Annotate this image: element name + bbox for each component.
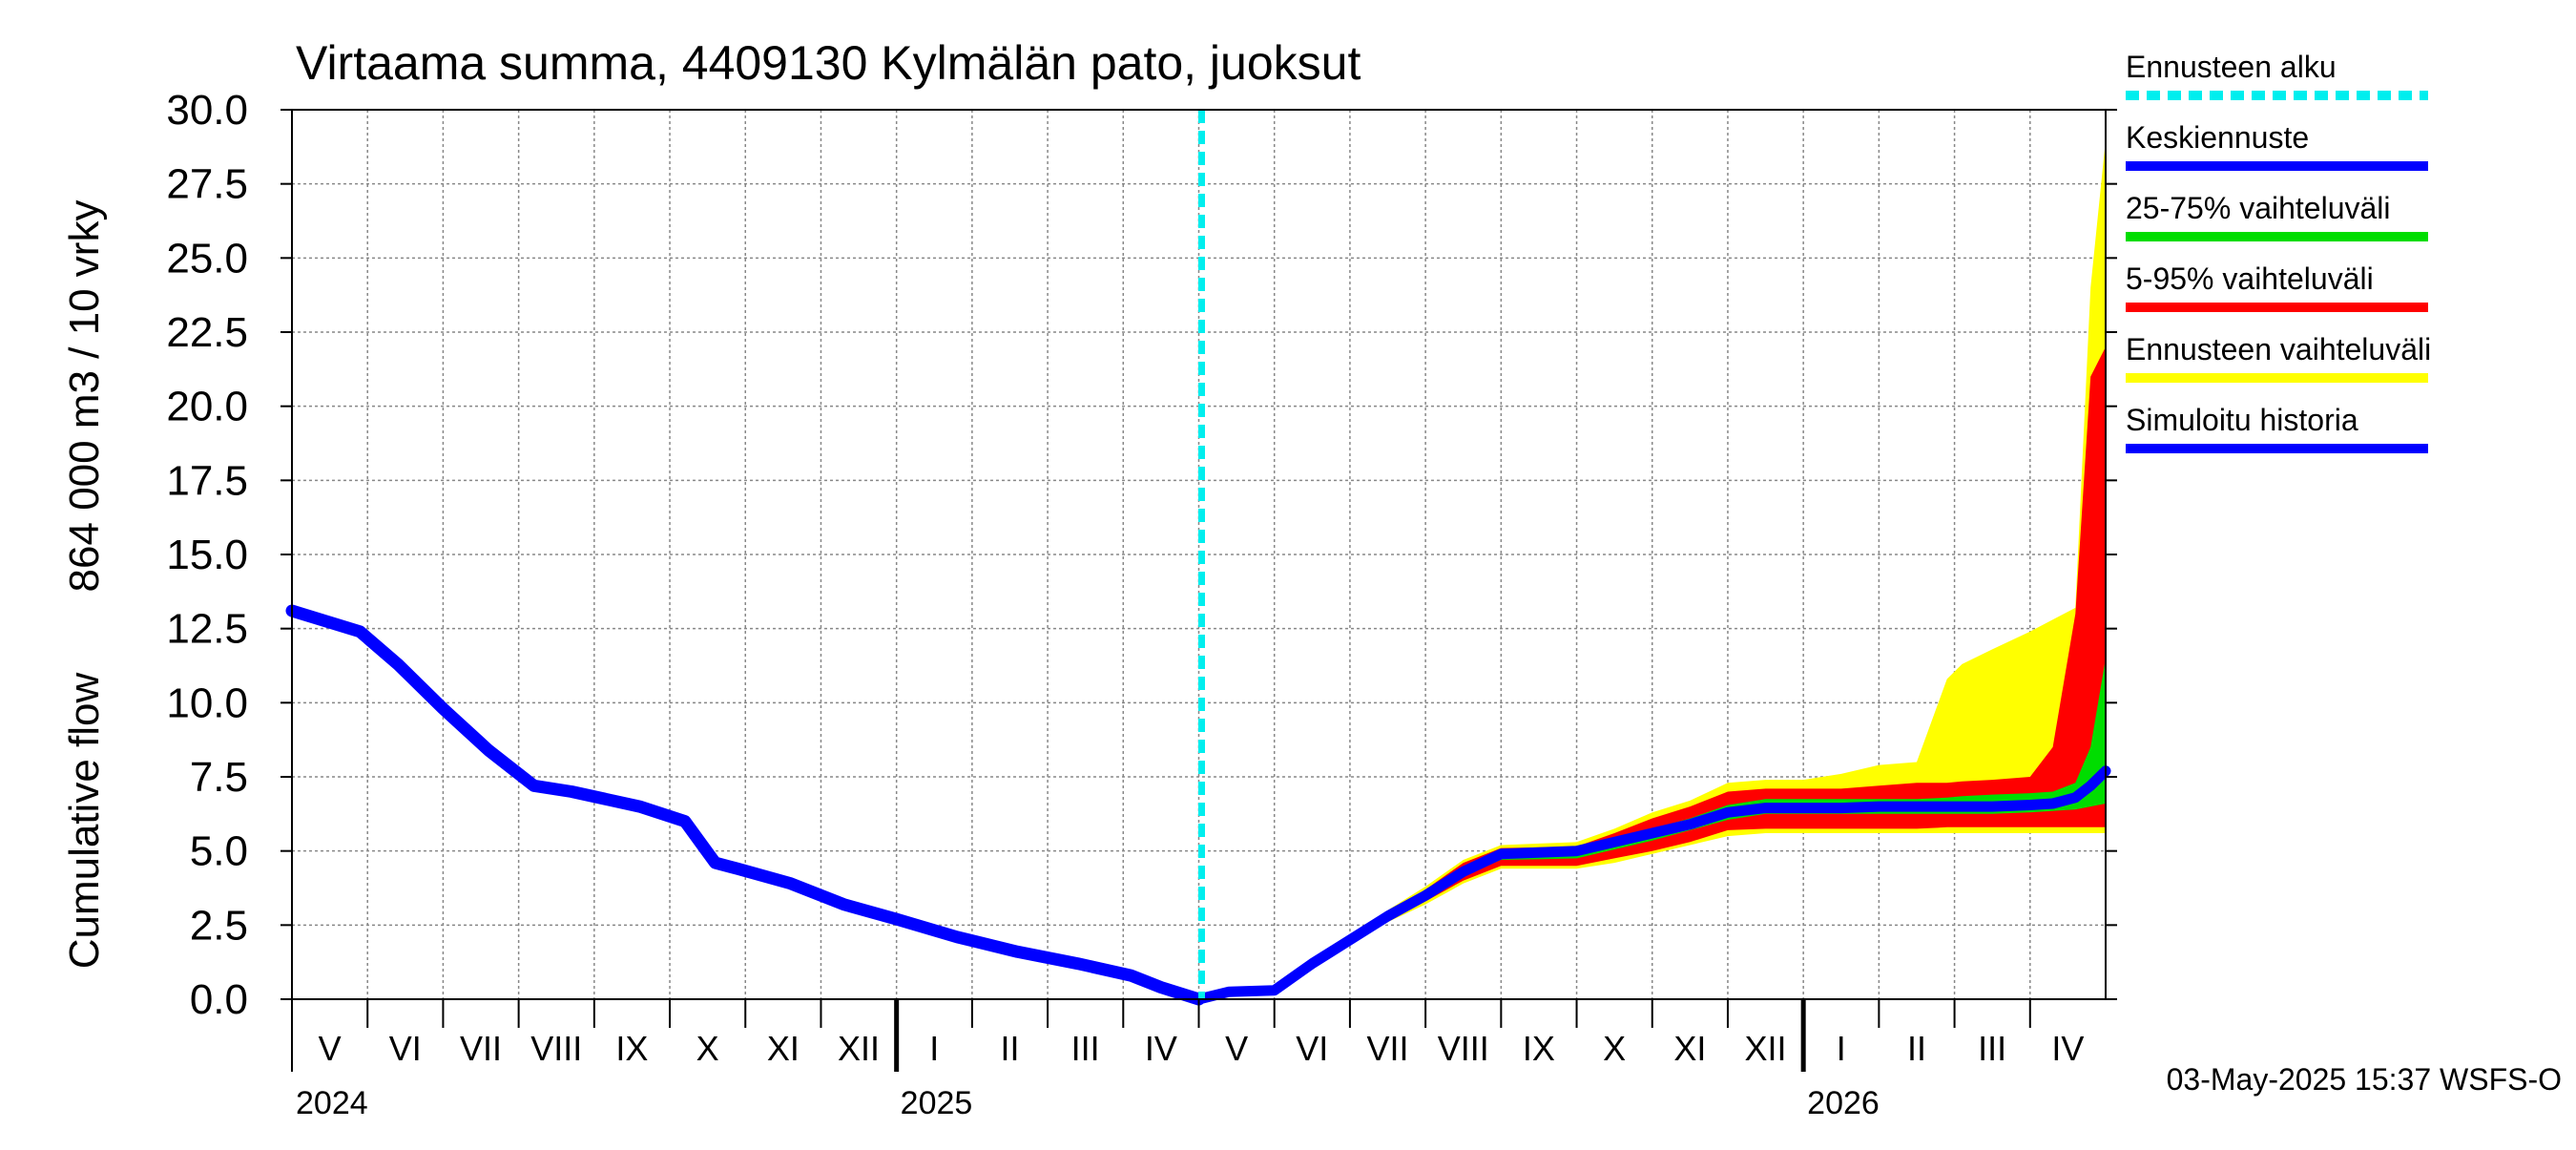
month-label: VIII [530,1029,582,1068]
month-label: IV [1145,1029,1177,1068]
legend-layer: Ennusteen alku Keskiennuste 25-75% vaihtel… [2126,50,2431,453]
y-tick-label: 7.5 [190,754,248,801]
y-tick-label: 15.0 [166,532,248,578]
year-label: 2026 [1807,1085,1880,1121]
year-label: 2025 [901,1085,973,1121]
month-label: VIII [1438,1029,1489,1068]
month-label: V [319,1029,342,1068]
legend-label: 5-95% vaihteluväli [2126,261,2374,296]
month-label: XII [1745,1029,1787,1068]
month-label: XI [1673,1029,1706,1068]
y-axis-label-top: 864 000 m3 / 10 vrky [61,200,108,593]
month-label: I [1837,1029,1846,1068]
y-tick-label: 2.5 [190,902,248,949]
y-tick-label: 20.0 [166,384,248,430]
line-layer [285,110,2111,1006]
month-label: V [1225,1029,1248,1068]
y-tick-label: 0.0 [190,976,248,1023]
month-label: VI [389,1029,422,1068]
month-label: IX [615,1029,648,1068]
forecast-range-band [1198,139,2106,1000]
y-tick-label: 27.5 [166,161,248,208]
month-label: VI [1296,1029,1328,1068]
month-label: VII [1367,1029,1409,1068]
month-label: II [1000,1029,1019,1068]
y-tick-label: 5.0 [190,828,248,875]
month-label: III [1071,1029,1100,1068]
median-forecast-line [1194,765,2111,1005]
month-label: I [929,1029,939,1068]
month-label: XII [838,1029,880,1068]
y-axis-label-bottom: Cumulative flow [61,673,108,970]
month-label: IV [2051,1029,2084,1068]
y-tick-label: 25.0 [166,235,248,282]
month-label: IX [1523,1029,1555,1068]
band-layer [1198,139,2106,1000]
year-label: 2024 [296,1085,368,1121]
simulated-history-line [285,604,1205,1006]
legend-label: Ennusteen alku [2126,50,2337,84]
y-tick-label: 30.0 [166,87,248,134]
chart-title: Virtaama summa, 4409130 Kylmälän pato, j… [296,36,1361,90]
y-tick-label: 22.5 [166,309,248,356]
legend-label: 25-75% vaihteluväli [2126,191,2391,225]
timestamp-label: 03-May-2025 15:37 WSFS-O [2167,1062,2562,1097]
legend-label: Simuloitu historia [2126,403,2358,437]
legend-label: Keskiennuste [2126,120,2309,155]
y-tick-label: 17.5 [166,457,248,504]
legend-label: Ennusteen vaihteluväli [2126,332,2431,366]
month-label: X [1603,1029,1626,1068]
y-tick-label: 12.5 [166,606,248,653]
month-label: VII [460,1029,502,1068]
month-label: X [696,1029,719,1068]
y-tick-label: 10.0 [166,680,248,726]
month-label: XI [767,1029,800,1068]
axis-layer: 0.0 2.5 5.0 7.5 10.0 12.5 15.0 17.5 20.0 22.5 25.0… [166,87,2117,1121]
month-label: III [1978,1029,2006,1068]
month-label: II [1907,1029,1926,1068]
